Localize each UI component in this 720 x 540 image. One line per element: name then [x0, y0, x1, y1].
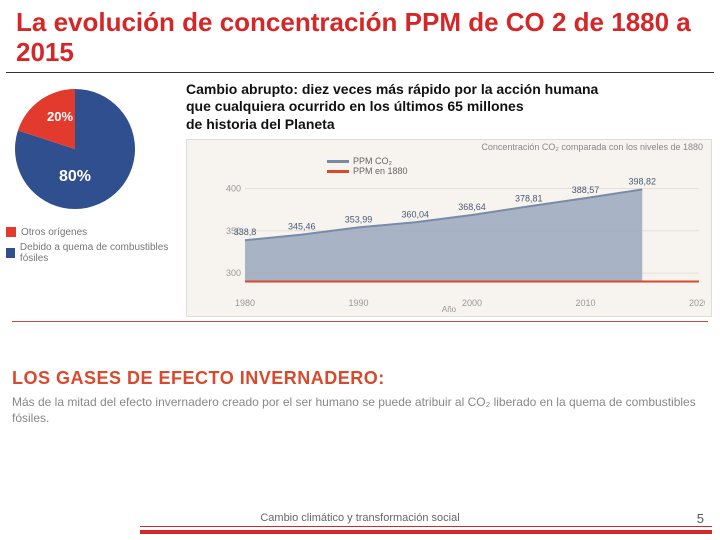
- slide-title: La evolución de concentración PPM de CO …: [6, 0, 714, 73]
- svg-text:2010: 2010: [575, 298, 595, 308]
- swatch-blue-icon: [6, 248, 15, 258]
- legend-otros: Otros orígenes: [21, 227, 87, 238]
- svg-text:2020: 2020: [689, 298, 705, 308]
- subtitle-line-1: Cambio abrupto: diez veces más rápido po…: [186, 81, 598, 97]
- area-chart-svg: 300350400338,8345,46353,99360,04368,6437…: [215, 160, 705, 312]
- pie-label-80: 80%: [59, 168, 91, 185]
- svg-text:388,57: 388,57: [572, 185, 600, 195]
- svg-text:338,8: 338,8: [234, 228, 257, 238]
- pie-legend: Otros orígenes Debido a quema de combust…: [6, 227, 180, 268]
- subtitle: Cambio abrupto: diez veces más rápido po…: [186, 81, 712, 134]
- content-row: 20% 80% Otros orígenes Debido a quema de…: [0, 77, 720, 318]
- pie-svg: 20% 80%: [0, 77, 170, 227]
- svg-text:368,64: 368,64: [458, 202, 486, 212]
- svg-text:345,46: 345,46: [288, 222, 316, 232]
- greenhouse-body: Más de la mitad del efecto invernadero c…: [12, 395, 708, 426]
- svg-text:378,81: 378,81: [515, 194, 543, 204]
- area-chart-title: Concentración CO₂ comparada con los nive…: [481, 142, 703, 152]
- svg-text:2000: 2000: [462, 298, 482, 308]
- svg-text:1980: 1980: [235, 298, 255, 308]
- svg-text:353,99: 353,99: [345, 215, 373, 225]
- svg-text:300: 300: [226, 268, 241, 278]
- subtitle-line-2: que cualquiera ocurrido en los últimos 6…: [186, 98, 524, 114]
- footer-text: Cambio climático y transformación social: [0, 512, 720, 524]
- pie-label-20: 20%: [47, 109, 73, 124]
- subtitle-line-3: de historia del Planeta: [186, 116, 335, 132]
- legend-fosiles: Debido a quema de combustibles fósiles: [20, 242, 180, 264]
- greenhouse-heading: LOS GASES DE EFECTO INVERNADERO:: [12, 368, 708, 389]
- footer: Cambio climático y transformación social: [0, 512, 720, 534]
- area-chart-xlabel: Año: [442, 305, 456, 314]
- svg-text:1990: 1990: [348, 298, 368, 308]
- right-column: Cambio abrupto: diez veces más rápido po…: [180, 77, 720, 318]
- divider: [12, 321, 708, 322]
- svg-text:398,82: 398,82: [628, 177, 656, 187]
- pie-chart: 20% 80% Otros orígenes Debido a quema de…: [0, 77, 180, 277]
- footer-thin-line: [140, 526, 712, 527]
- area-chart: Concentración CO₂ comparada con los nive…: [186, 139, 712, 317]
- svg-text:360,04: 360,04: [401, 210, 429, 220]
- swatch-red-icon: [6, 227, 16, 237]
- footer-thick-line: [140, 530, 712, 534]
- page-number: 5: [697, 511, 704, 526]
- svg-text:400: 400: [226, 184, 241, 194]
